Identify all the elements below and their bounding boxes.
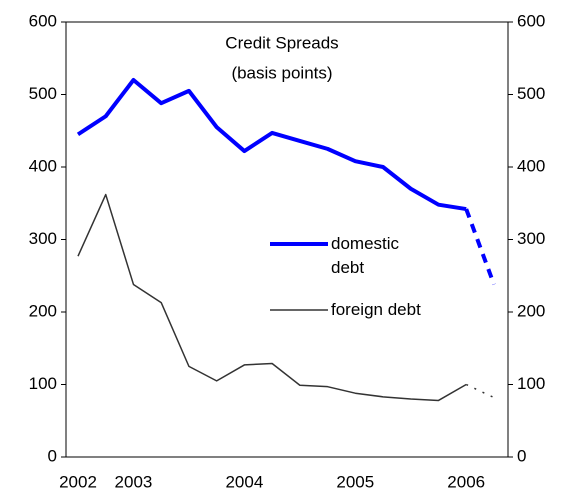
legend-label: foreign debt: [331, 300, 421, 319]
x-tick-label: 2003: [115, 472, 153, 491]
chart-title: Credit Spreads: [225, 33, 338, 52]
y2-tick-label: 300: [517, 229, 545, 248]
y-tick-label: 200: [29, 301, 57, 320]
plot-frame: [65, 21, 509, 458]
x-tick-label: 2004: [225, 472, 263, 491]
series-line: [76, 78, 467, 212]
y2-tick-label: 400: [517, 156, 545, 175]
y-tick-label: 400: [29, 156, 57, 175]
y2-tick-label: 0: [517, 446, 526, 465]
chart-subtitle: (basis points): [231, 63, 332, 82]
y-tick-label: 300: [29, 229, 57, 248]
y-tick-label: 600: [29, 11, 57, 30]
y2-tick-label: 200: [517, 301, 545, 320]
y2-tick-label: 100: [517, 374, 545, 393]
y-tick-label: 100: [29, 374, 57, 393]
y-tick-label: 500: [29, 84, 57, 103]
x-tick-label: 2006: [447, 472, 485, 491]
x-tick-label: 2002: [59, 472, 97, 491]
series-line: [77, 193, 467, 402]
series-line: [465, 383, 495, 399]
x-tick-label: 2005: [336, 472, 374, 491]
series-line: [464, 208, 496, 286]
y2-tick-label: 600: [517, 11, 545, 30]
y2-tick-label: 500: [517, 84, 545, 103]
legend-label: domestic debt: [331, 234, 400, 277]
y-tick-label: 0: [48, 446, 57, 465]
